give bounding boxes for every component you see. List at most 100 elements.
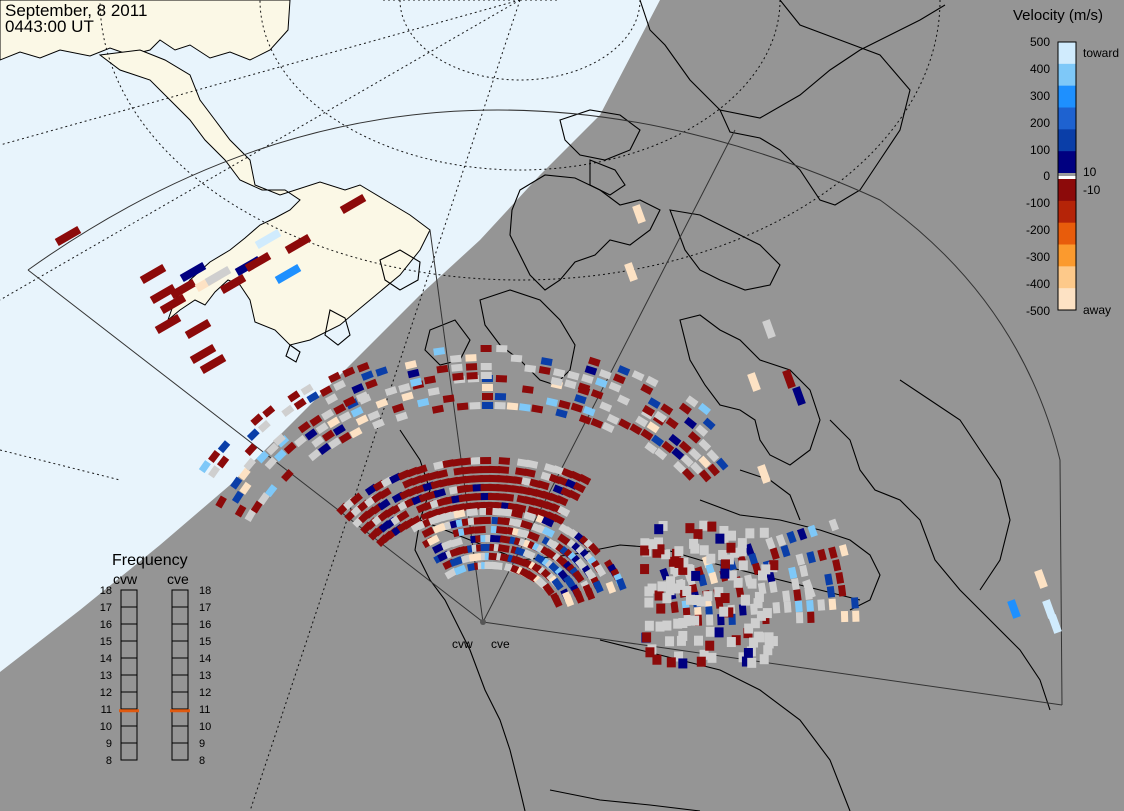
velocity-cell: [538, 366, 551, 375]
velocity-cell: [450, 537, 463, 548]
velocity-cell: [651, 434, 665, 447]
velocity-cell: [558, 399, 571, 410]
velocity-cell: [469, 401, 481, 410]
velocity-cell: [551, 577, 564, 591]
time-label: 0443:00 UT: [5, 17, 94, 36]
velocity-cell: [662, 620, 672, 631]
velocity-cell: [629, 423, 643, 436]
velocity-color-away: [1058, 244, 1076, 267]
velocity-cell: [631, 370, 645, 382]
velocity-cell: [1042, 599, 1056, 619]
velocity-cell: [523, 468, 536, 478]
velocity-cell: [682, 586, 692, 597]
velocity-cell: [775, 533, 787, 547]
velocity-cell: [481, 383, 493, 392]
radar-label-west: cvw: [452, 637, 473, 651]
velocity-cell: [608, 381, 622, 393]
velocity-cell: [244, 443, 258, 456]
velocity-cell: [262, 405, 276, 418]
velocity-cell: [670, 601, 679, 614]
velocity-cell: [217, 440, 231, 454]
velocity-cell: [640, 538, 650, 549]
velocity-cell: [744, 623, 754, 634]
velocity-cell: [502, 493, 515, 502]
velocity-color-toward: [1058, 85, 1076, 108]
velocity-cell: [572, 570, 585, 584]
velocity-cell: [321, 408, 335, 421]
velocity-cell: [550, 376, 563, 387]
velocity-cell: [617, 365, 631, 376]
velocity-cell: [654, 590, 664, 601]
velocity-cell: [321, 429, 335, 442]
velocity-cell: [149, 284, 177, 304]
velocity-cell: [655, 544, 665, 555]
velocity-cell: [480, 543, 492, 552]
velocity-cell: [572, 481, 586, 494]
velocity-cell: [761, 564, 771, 575]
frequency-tick-left: 12: [100, 687, 112, 699]
velocity-cell: [470, 456, 482, 465]
velocity-cell: [817, 548, 827, 562]
frequency-tick-left: 13: [100, 670, 112, 682]
velocity-cell: [640, 545, 650, 556]
velocity-cell: [840, 610, 849, 623]
velocity-cell: [431, 404, 444, 414]
velocity-cell: [231, 490, 244, 504]
velocity-color-ground: [1058, 173, 1076, 176]
velocity-cell: [765, 537, 776, 550]
velocity-cell: [491, 561, 503, 570]
velocity-cell: [647, 397, 661, 409]
velocity-cell: [674, 557, 684, 568]
velocity-cell: [793, 589, 802, 602]
velocity-cell: [590, 417, 604, 429]
frequency-tick-right: 17: [199, 602, 211, 614]
velocity-cell: [230, 476, 243, 490]
velocity-color-toward: [1058, 107, 1076, 130]
velocity-cell: [644, 441, 658, 455]
velocity-cell: [654, 447, 668, 461]
velocity-cell: [423, 375, 437, 385]
velocity-cell: [769, 560, 779, 571]
velocity-cell: [653, 537, 663, 548]
velocity-cell: [351, 383, 365, 394]
velocity-cell: [453, 509, 466, 519]
frequency-tick-left: 17: [100, 602, 112, 614]
velocity-cell: [782, 369, 796, 389]
velocity-cell: [574, 590, 585, 604]
velocity-cell: [693, 529, 703, 540]
velocity-cell: [642, 632, 652, 643]
velocity-cell: [762, 319, 776, 339]
velocity-cell: [309, 414, 323, 427]
velocity-tick-label: 500: [1030, 35, 1050, 49]
velocity-cell: [319, 385, 333, 397]
velocity-cell: [545, 397, 559, 407]
velocity-cell: [612, 373, 626, 385]
velocity-cell: [401, 391, 414, 402]
velocity-cell: [599, 401, 613, 413]
velocity-cell: [832, 559, 842, 572]
velocity-cell: [551, 513, 565, 526]
frequency-tick-right: 13: [199, 670, 211, 682]
velocity-cell: [511, 509, 524, 519]
velocity-cell: [826, 585, 836, 598]
velocity-cell: [705, 626, 715, 637]
velocity-cell: [557, 533, 571, 546]
velocity-cell: [494, 392, 507, 401]
velocity-color-toward: [1058, 63, 1076, 87]
date-label: September, 8 2011: [5, 1, 147, 20]
velocity-cell: [480, 344, 492, 353]
velocity-cell: [792, 386, 806, 406]
velocity-cell: [426, 534, 440, 546]
velocity-cell: [297, 421, 311, 434]
velocity-cell: [754, 591, 764, 602]
velocity-cell: [719, 525, 729, 536]
velocity-cell: [764, 632, 774, 643]
velocity-cell: [699, 545, 709, 556]
velocity-cell: [339, 194, 367, 214]
velocity-cell: [318, 442, 332, 455]
velocity-cell: [644, 597, 654, 608]
velocity-cell: [661, 549, 671, 560]
velocity-cell: [527, 531, 540, 542]
velocity-cell: [662, 593, 672, 604]
velocity-cell: [356, 361, 370, 373]
